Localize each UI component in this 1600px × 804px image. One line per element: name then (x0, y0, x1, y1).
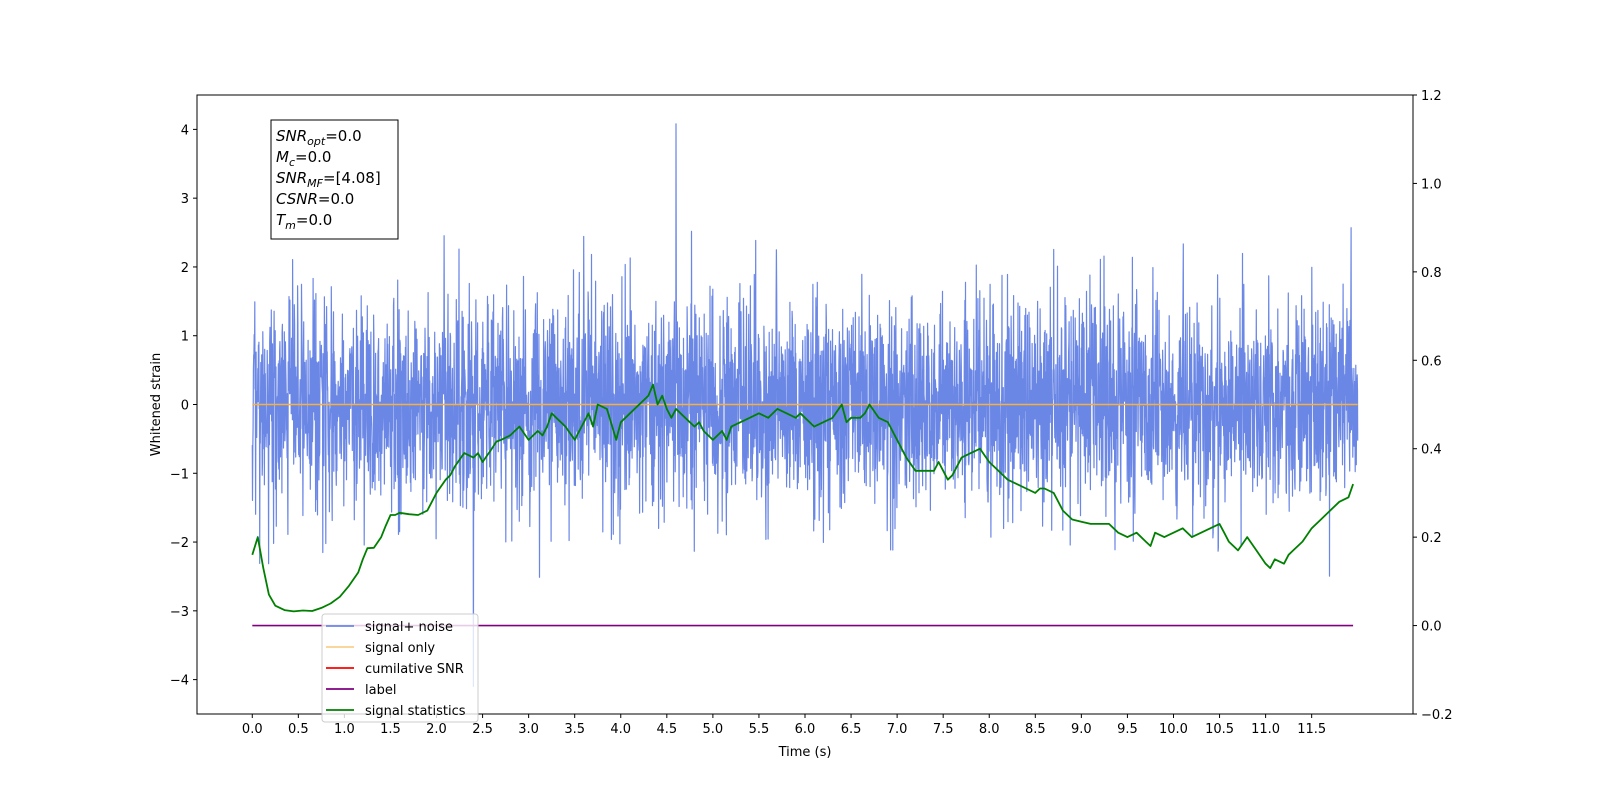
x-tick-label: 4.0 (610, 722, 631, 737)
x-tick-label: 0.5 (288, 722, 309, 737)
x-tick-label: 2.5 (472, 722, 493, 737)
series-signal-statistics (251, 383, 1354, 613)
x-tick-label: 7.0 (887, 722, 908, 737)
legend-label: signal only (365, 641, 435, 656)
x-tick-label: 6.5 (841, 722, 862, 737)
x-axis-label: Time (s) (778, 745, 832, 760)
annotation-line: Tm=0.0 (276, 211, 332, 232)
annotation-line: SNRopt=0.0 (276, 127, 362, 148)
x-tick-label: 10.5 (1205, 722, 1234, 737)
series-signal-noise (251, 123, 1359, 688)
y-tick-label: −3 (170, 605, 189, 620)
y-tick-label: 0 (181, 399, 189, 414)
x-tick-label: 11.5 (1297, 722, 1326, 737)
x-tick-label: 5.5 (749, 722, 770, 737)
x-tick-label: 3.0 (518, 722, 539, 737)
y-tick-label: −4 (170, 674, 189, 689)
y-tick-label: 3 (181, 192, 189, 207)
x-tick-label: 10.0 (1159, 722, 1188, 737)
y-tick-label: 1 (181, 330, 189, 345)
x-tick-label: 8.0 (979, 722, 1000, 737)
legend-label: label (365, 683, 396, 698)
y-axis-label: Whitened strain (149, 353, 164, 456)
y-tick-label: −1 (170, 467, 189, 482)
legend-label: cumilative SNR (365, 662, 464, 677)
x-tick-label: 6.0 (795, 722, 816, 737)
x-tick-label: 3.5 (564, 722, 585, 737)
x-tick-label: 1.5 (380, 722, 401, 737)
y-right-tick-label: 0.0 (1421, 620, 1442, 635)
legend-frame (321, 613, 479, 723)
annotation-frame (270, 119, 399, 240)
y-right-tick-label: −0.2 (1421, 708, 1453, 723)
annotation-line: SNRMF=[4.08] (276, 169, 381, 190)
legend-label: signal+ noise (365, 620, 453, 635)
x-tick-label: 2.0 (426, 722, 447, 737)
y-tick-label: −2 (170, 536, 189, 551)
y-right-tick-label: 1.2 (1421, 89, 1442, 104)
x-tick-label: 1.0 (334, 722, 355, 737)
y-tick-label: 4 (181, 123, 189, 138)
x-tick-label: 0.0 (242, 722, 263, 737)
x-tick-label: 4.5 (656, 722, 677, 737)
x-tick-label: 5.0 (703, 722, 724, 737)
annotation-line: CSNR=0.0 (276, 190, 354, 208)
annotation-line: Mc=0.0 (276, 148, 331, 169)
x-tick-label: 9.5 (1117, 722, 1138, 737)
x-axis: 0.0 0.5 1.0 1.5 2.0 2.5 3.0 3.5 4.0 4.5 5.0 5.5 6.0 6… (242, 714, 1326, 737)
x-tick-label: 9.0 (1071, 722, 1092, 737)
y-right-tick-label: 0.4 (1421, 443, 1442, 458)
x-tick-label: 8.5 (1025, 722, 1046, 737)
y-right-tick-label: 0.8 (1421, 266, 1442, 281)
y-right-tick-label: 1.0 (1421, 177, 1442, 192)
y-tick-label: 2 (181, 261, 189, 276)
y-right-tick-label: 0.2 (1421, 531, 1442, 546)
legend-label: signal statistics (365, 704, 466, 719)
y-axis-right: 1.2 1.0 0.8 0.6 0.4 0.2 0.0 −0.2 (1413, 89, 1453, 723)
y-right-tick-label: 0.6 (1421, 354, 1442, 369)
y-axis-left: 4 3 2 1 0 −1 −2 −3 −4 (170, 123, 197, 689)
plot-series-group (251, 123, 1359, 688)
x-tick-label: 7.5 (933, 722, 954, 737)
legend: signal+ noise signal only cumilative SNR la… (321, 613, 479, 723)
x-tick-label: 11.0 (1251, 722, 1280, 737)
